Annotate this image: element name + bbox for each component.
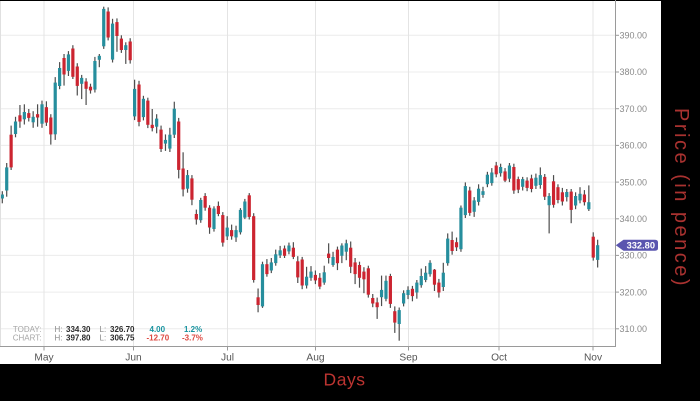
svg-text:360.00: 360.00 bbox=[620, 141, 648, 151]
svg-text:4.00: 4.00 bbox=[150, 325, 166, 334]
svg-text:380.00: 380.00 bbox=[620, 67, 648, 77]
svg-text:Nov: Nov bbox=[584, 353, 603, 364]
svg-text:L:: L: bbox=[100, 325, 107, 334]
svg-text:340.00: 340.00 bbox=[620, 214, 648, 224]
svg-text:CHART:: CHART: bbox=[13, 333, 42, 342]
svg-text:Days: Days bbox=[324, 370, 366, 390]
svg-text:Oct: Oct bbox=[491, 353, 507, 364]
svg-text:1.2%: 1.2% bbox=[184, 325, 202, 334]
svg-text:306.75: 306.75 bbox=[110, 333, 135, 342]
svg-text:Jun: Jun bbox=[125, 353, 141, 364]
svg-text:334.30: 334.30 bbox=[66, 325, 91, 334]
svg-text:Sep: Sep bbox=[399, 353, 417, 364]
svg-text:326.70: 326.70 bbox=[110, 325, 135, 334]
svg-text:397.80: 397.80 bbox=[66, 333, 91, 342]
svg-text:May: May bbox=[34, 353, 54, 364]
svg-text:320.00: 320.00 bbox=[620, 287, 648, 297]
svg-text:H:: H: bbox=[55, 333, 63, 342]
svg-text:350.00: 350.00 bbox=[620, 177, 648, 187]
svg-text:332.80: 332.80 bbox=[627, 241, 655, 251]
svg-text:370.00: 370.00 bbox=[620, 104, 648, 114]
svg-text:L:: L: bbox=[100, 333, 107, 342]
svg-text:Price (in pence): Price (in pence) bbox=[670, 108, 692, 288]
svg-text:390.00: 390.00 bbox=[620, 31, 648, 41]
svg-text:330.00: 330.00 bbox=[620, 251, 648, 261]
svg-text:H:: H: bbox=[55, 325, 63, 334]
svg-text:Jul: Jul bbox=[221, 353, 234, 364]
svg-text:310.00: 310.00 bbox=[620, 324, 648, 334]
svg-text:Aug: Aug bbox=[306, 353, 324, 364]
svg-text:-3.7%: -3.7% bbox=[182, 333, 203, 342]
svg-text:TODAY:: TODAY: bbox=[13, 325, 42, 334]
svg-text:-12.70: -12.70 bbox=[147, 333, 170, 342]
